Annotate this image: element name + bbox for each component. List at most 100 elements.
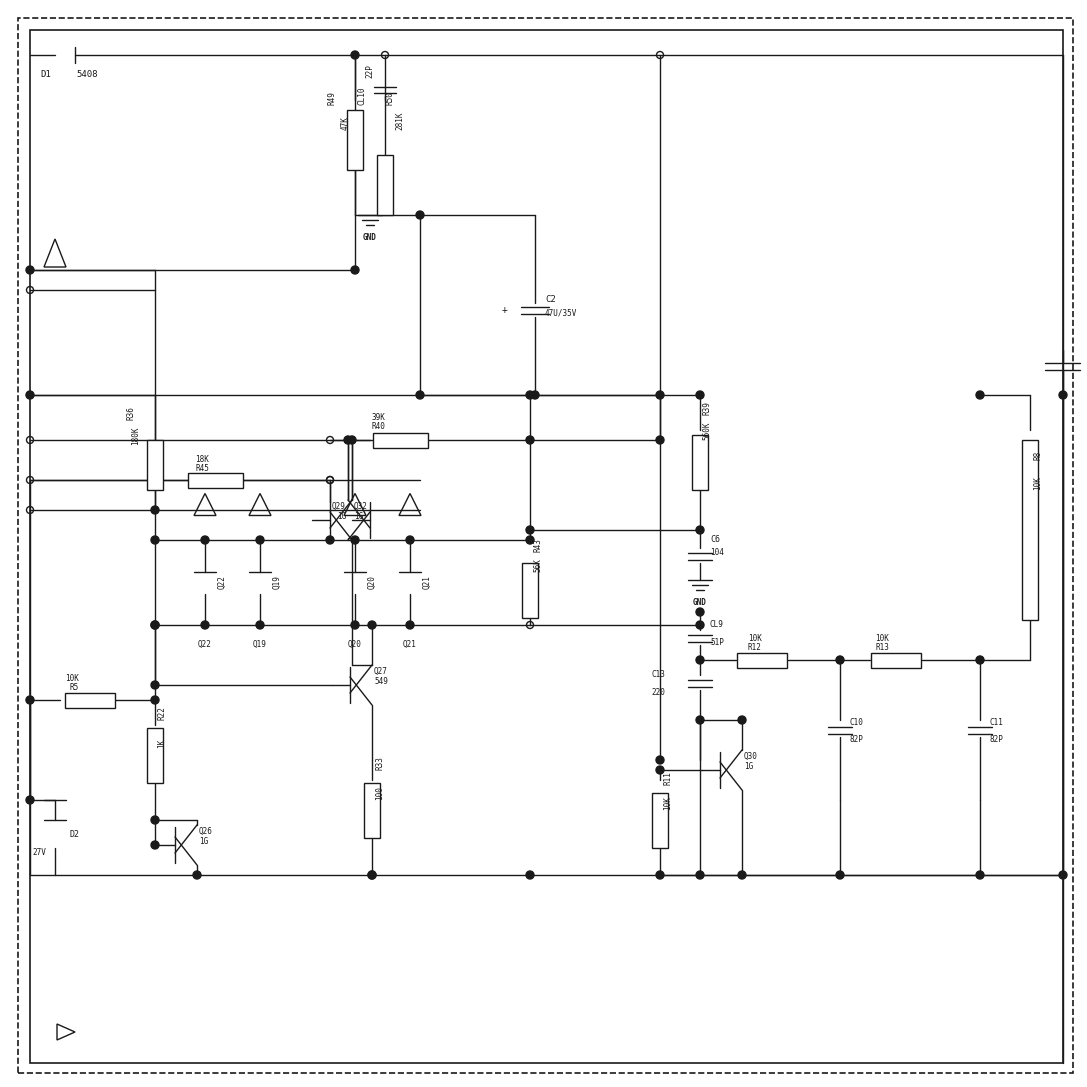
Circle shape <box>151 816 159 824</box>
Text: R33: R33 <box>375 757 385 770</box>
Bar <box>737 652 787 667</box>
Text: 10K: 10K <box>748 634 762 644</box>
Bar <box>187 473 242 487</box>
Circle shape <box>696 621 704 629</box>
Bar <box>65 692 115 708</box>
Text: 10K: 10K <box>663 796 673 810</box>
Text: 10K: 10K <box>875 634 889 644</box>
Circle shape <box>836 871 844 879</box>
Circle shape <box>696 608 704 616</box>
Text: C10: C10 <box>850 719 864 727</box>
Circle shape <box>696 526 704 534</box>
Text: CL9: CL9 <box>710 620 724 629</box>
Text: R12: R12 <box>748 644 762 652</box>
Circle shape <box>151 621 159 629</box>
Bar <box>871 652 921 667</box>
Circle shape <box>26 796 34 804</box>
Circle shape <box>351 266 359 274</box>
Bar <box>347 110 363 170</box>
Circle shape <box>416 211 424 218</box>
Circle shape <box>351 51 359 59</box>
Text: Q29: Q29 <box>333 502 346 511</box>
Text: R5: R5 <box>70 683 79 692</box>
Text: R13: R13 <box>875 644 889 652</box>
Text: R22: R22 <box>158 707 166 720</box>
Text: 1G: 1G <box>337 512 346 521</box>
Circle shape <box>26 696 34 704</box>
Text: Q30: Q30 <box>744 752 758 761</box>
Text: 100: 100 <box>375 786 385 800</box>
Circle shape <box>526 871 534 879</box>
Circle shape <box>655 871 664 879</box>
Text: R36: R36 <box>126 407 136 420</box>
Circle shape <box>655 766 664 774</box>
Bar <box>1022 440 1038 620</box>
Circle shape <box>368 871 376 879</box>
Text: C2: C2 <box>545 295 555 304</box>
Bar <box>147 727 163 783</box>
Circle shape <box>368 871 376 879</box>
Circle shape <box>151 536 159 544</box>
Bar <box>692 435 708 489</box>
Circle shape <box>696 655 704 664</box>
Text: 180K: 180K <box>132 426 140 445</box>
Circle shape <box>526 436 534 443</box>
Text: 10K: 10K <box>65 674 79 683</box>
Text: R49: R49 <box>327 91 337 105</box>
Circle shape <box>151 507 159 514</box>
Circle shape <box>655 755 664 764</box>
Circle shape <box>738 871 746 879</box>
Circle shape <box>26 266 34 274</box>
Circle shape <box>696 871 704 879</box>
Text: 220: 220 <box>651 688 665 697</box>
Circle shape <box>407 621 414 629</box>
Text: 82P: 82P <box>850 735 864 744</box>
Circle shape <box>1059 871 1067 879</box>
Text: 18K: 18K <box>195 455 209 464</box>
Circle shape <box>193 871 201 879</box>
Text: R39: R39 <box>702 401 712 415</box>
Circle shape <box>976 655 984 664</box>
Text: 56K: 56K <box>534 558 542 572</box>
Circle shape <box>201 621 209 629</box>
Text: 1G: 1G <box>199 837 209 846</box>
Circle shape <box>151 680 159 689</box>
Text: GND: GND <box>363 233 377 242</box>
Text: R8: R8 <box>1034 451 1042 460</box>
Text: C6: C6 <box>710 535 720 544</box>
Text: Q20: Q20 <box>368 575 377 589</box>
Text: 281K: 281K <box>396 112 404 130</box>
Text: 549: 549 <box>374 677 388 686</box>
Text: R11: R11 <box>663 771 673 785</box>
Text: Q27: Q27 <box>374 667 388 676</box>
Text: 5408: 5408 <box>76 70 98 79</box>
Text: Q26: Q26 <box>199 827 213 836</box>
Text: R40: R40 <box>372 422 386 432</box>
Circle shape <box>151 696 159 704</box>
Bar <box>364 783 380 837</box>
Circle shape <box>257 621 264 629</box>
Circle shape <box>738 716 746 724</box>
Circle shape <box>26 391 34 399</box>
Circle shape <box>151 621 159 629</box>
Circle shape <box>526 536 534 544</box>
Circle shape <box>1059 391 1067 399</box>
Circle shape <box>526 526 534 534</box>
Bar <box>522 562 538 617</box>
Circle shape <box>696 716 704 724</box>
Text: Q32: Q32 <box>354 502 367 511</box>
Bar <box>373 433 427 448</box>
Text: 560K: 560K <box>702 422 712 440</box>
Text: 51P: 51P <box>710 638 724 647</box>
Bar <box>377 155 393 215</box>
Circle shape <box>351 536 359 544</box>
Circle shape <box>368 621 376 629</box>
Circle shape <box>416 391 424 399</box>
Text: 1K: 1K <box>158 739 166 748</box>
Text: R43: R43 <box>534 538 542 552</box>
Circle shape <box>351 621 359 629</box>
Text: C11: C11 <box>990 719 1004 727</box>
Text: 10K: 10K <box>1034 476 1042 490</box>
Bar <box>147 440 163 490</box>
Text: CL10: CL10 <box>358 87 366 105</box>
